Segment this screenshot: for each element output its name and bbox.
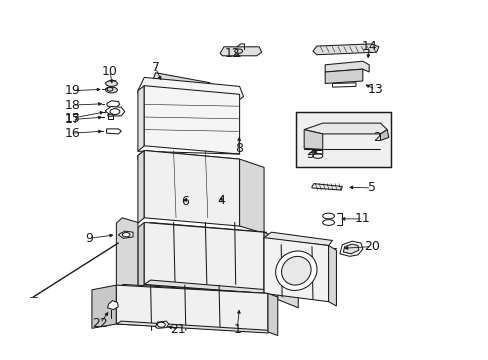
Ellipse shape <box>322 213 334 219</box>
Polygon shape <box>304 130 322 149</box>
Polygon shape <box>325 61 368 72</box>
Polygon shape <box>138 222 144 290</box>
Polygon shape <box>116 284 267 298</box>
Text: 5: 5 <box>367 181 375 194</box>
Ellipse shape <box>107 114 113 116</box>
Ellipse shape <box>105 87 117 93</box>
Text: 11: 11 <box>354 212 370 225</box>
Text: 18: 18 <box>64 99 80 112</box>
Text: 2: 2 <box>373 131 381 144</box>
Polygon shape <box>138 77 243 102</box>
Polygon shape <box>325 69 362 84</box>
Polygon shape <box>116 321 271 333</box>
Polygon shape <box>118 231 133 238</box>
Text: 14: 14 <box>361 40 376 53</box>
Polygon shape <box>307 150 322 155</box>
Polygon shape <box>155 321 168 328</box>
Text: 1: 1 <box>233 323 241 336</box>
Ellipse shape <box>275 251 316 291</box>
Text: 9: 9 <box>85 232 93 245</box>
Polygon shape <box>332 83 355 87</box>
Text: 19: 19 <box>64 84 80 97</box>
Polygon shape <box>138 150 242 165</box>
Polygon shape <box>138 86 144 151</box>
Polygon shape <box>116 218 138 294</box>
Text: 12: 12 <box>224 47 240 60</box>
Polygon shape <box>106 101 120 107</box>
Polygon shape <box>267 293 277 336</box>
Text: 7: 7 <box>151 61 159 74</box>
Ellipse shape <box>281 256 310 285</box>
Polygon shape <box>312 44 378 55</box>
Polygon shape <box>107 301 118 310</box>
Polygon shape <box>116 285 267 332</box>
Text: 21: 21 <box>170 323 186 336</box>
Polygon shape <box>92 285 116 328</box>
Polygon shape <box>239 159 264 233</box>
Polygon shape <box>264 232 332 246</box>
Polygon shape <box>144 150 239 226</box>
Text: 16: 16 <box>64 127 80 140</box>
Polygon shape <box>304 123 386 134</box>
Polygon shape <box>141 84 204 103</box>
Polygon shape <box>339 241 362 256</box>
Polygon shape <box>105 106 124 116</box>
Polygon shape <box>186 97 239 112</box>
Text: 13: 13 <box>367 83 383 96</box>
Polygon shape <box>264 232 277 300</box>
Bar <box>295 112 390 167</box>
Polygon shape <box>144 222 266 238</box>
Text: 6: 6 <box>181 195 188 208</box>
Polygon shape <box>220 47 261 56</box>
Polygon shape <box>179 84 193 90</box>
Text: 15: 15 <box>64 112 80 125</box>
Polygon shape <box>151 73 210 94</box>
Polygon shape <box>277 238 298 308</box>
Polygon shape <box>144 280 267 293</box>
Polygon shape <box>144 222 264 293</box>
Polygon shape <box>145 84 159 90</box>
Polygon shape <box>138 150 144 223</box>
Ellipse shape <box>322 220 334 225</box>
Polygon shape <box>144 86 239 154</box>
Text: 8: 8 <box>234 142 242 155</box>
Text: 3: 3 <box>306 148 314 161</box>
Text: 22: 22 <box>92 317 108 330</box>
Polygon shape <box>328 246 336 306</box>
Polygon shape <box>343 244 358 254</box>
Text: 4: 4 <box>217 194 224 207</box>
Polygon shape <box>105 87 115 91</box>
Polygon shape <box>311 184 342 190</box>
Polygon shape <box>106 129 121 134</box>
Polygon shape <box>277 235 304 248</box>
Polygon shape <box>380 130 388 140</box>
Ellipse shape <box>105 81 117 86</box>
Text: 20: 20 <box>363 240 379 253</box>
Polygon shape <box>264 238 328 302</box>
Text: 10: 10 <box>102 65 118 78</box>
Polygon shape <box>162 84 176 90</box>
Polygon shape <box>173 104 234 121</box>
Text: 17: 17 <box>64 113 80 126</box>
Polygon shape <box>107 115 113 119</box>
